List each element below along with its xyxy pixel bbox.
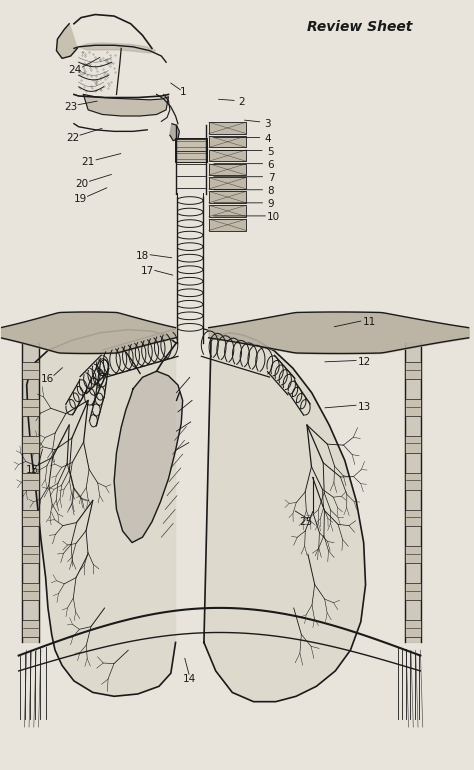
Text: 3: 3 [264,119,271,129]
FancyBboxPatch shape [22,620,38,637]
Text: 17: 17 [141,266,154,276]
FancyBboxPatch shape [22,473,38,490]
Polygon shape [56,24,77,59]
Polygon shape [83,95,168,116]
FancyBboxPatch shape [209,205,246,216]
FancyBboxPatch shape [405,510,421,527]
Text: 24: 24 [69,65,82,75]
FancyBboxPatch shape [405,584,421,600]
Text: 11: 11 [363,317,376,327]
FancyBboxPatch shape [174,138,207,162]
Polygon shape [204,333,365,701]
FancyBboxPatch shape [209,191,246,203]
FancyBboxPatch shape [22,399,38,416]
FancyBboxPatch shape [405,362,421,379]
Text: 2: 2 [238,97,245,107]
FancyBboxPatch shape [209,122,246,134]
Polygon shape [170,124,179,141]
Text: 1: 1 [179,87,186,97]
Text: 10: 10 [267,213,281,223]
Polygon shape [114,371,182,543]
Polygon shape [79,43,156,53]
Text: 9: 9 [268,199,274,209]
FancyBboxPatch shape [209,136,246,148]
Text: 5: 5 [267,147,273,157]
Text: 6: 6 [268,160,274,170]
Text: 15: 15 [26,464,39,474]
FancyBboxPatch shape [22,584,38,600]
Text: 8: 8 [268,186,274,196]
Text: 20: 20 [75,179,89,189]
Text: 12: 12 [358,357,371,367]
FancyBboxPatch shape [405,399,421,416]
Text: 23: 23 [64,102,77,112]
FancyBboxPatch shape [22,547,38,564]
FancyBboxPatch shape [405,436,421,453]
Text: 14: 14 [183,674,196,684]
FancyBboxPatch shape [22,436,38,453]
Text: 13: 13 [358,401,371,411]
Polygon shape [27,330,175,696]
FancyBboxPatch shape [209,150,246,162]
Text: Review Sheet: Review Sheet [307,20,412,34]
FancyBboxPatch shape [22,510,38,527]
Text: 21: 21 [82,157,95,167]
Text: 22: 22 [66,132,79,142]
FancyBboxPatch shape [405,547,421,564]
FancyBboxPatch shape [405,620,421,637]
Text: 16: 16 [40,374,54,384]
FancyBboxPatch shape [405,473,421,490]
Text: 7: 7 [268,173,274,183]
Text: 25: 25 [299,517,312,527]
FancyBboxPatch shape [209,164,246,175]
Text: 4: 4 [264,134,271,144]
FancyBboxPatch shape [209,219,246,230]
FancyBboxPatch shape [22,362,38,379]
Text: 18: 18 [136,251,149,261]
Text: 19: 19 [73,194,87,204]
FancyBboxPatch shape [209,177,246,189]
